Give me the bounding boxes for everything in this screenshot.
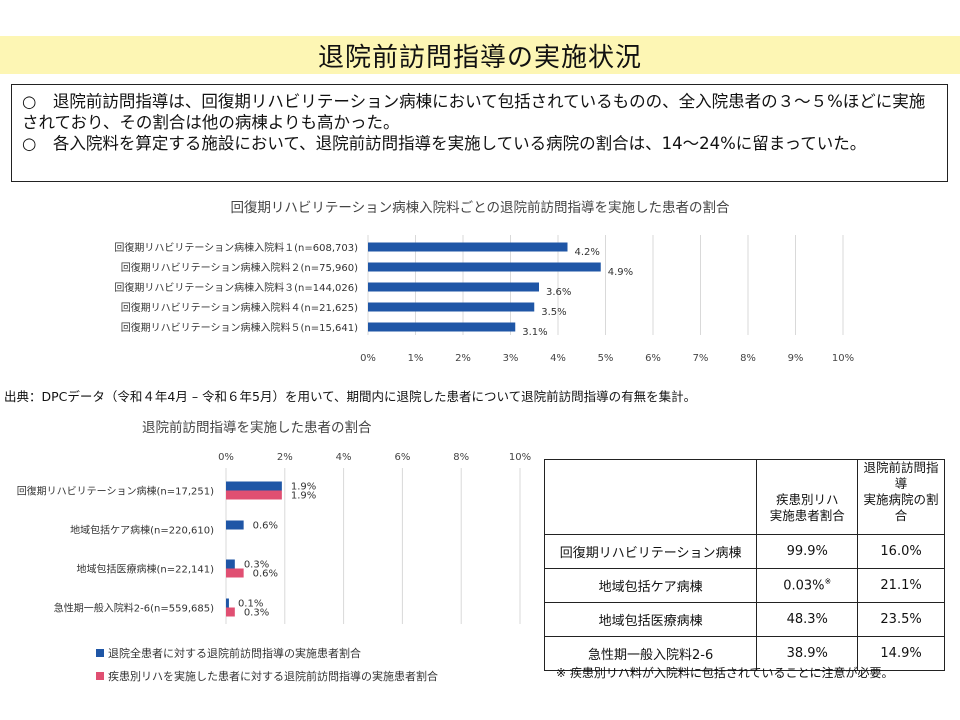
x-tick-label: 2% xyxy=(277,452,293,463)
x-tick-label: 0% xyxy=(218,452,234,463)
y-category-label: 回復期リハビリテーション病棟入院料３(n=144,026) xyxy=(114,281,358,294)
summary-box: ○ 退院前訪問指導は、回復期リハビリテーション病棟において包括されているものの、… xyxy=(11,84,948,182)
bar xyxy=(368,282,539,292)
page-title: 退院前訪問指導の実施状況 xyxy=(317,42,642,73)
table-row: 回復期リハビリテーション病棟 99.9% 16.0% xyxy=(543,534,945,569)
y-category-label: 急性期一般入院料2-6(n=559,685) xyxy=(54,602,214,615)
table-header-rehab-rate: 疾患別リハ 実施患者割合 xyxy=(756,459,859,535)
data-label: 0.6% xyxy=(253,569,278,580)
x-tick-label: 4% xyxy=(336,452,352,463)
table-cell: 48.3% xyxy=(756,602,859,637)
table-cell: 99.9% xyxy=(756,534,859,569)
title-banner: 退院前訪問指導の実施状況 xyxy=(0,36,960,74)
table-row-name: 地域包括医療病棟 xyxy=(543,602,758,637)
y-category-label: 回復期リハビリテーション病棟入院料５(n=15,641) xyxy=(121,321,358,334)
x-tick-label: 8% xyxy=(453,452,469,463)
chart2-title: 退院前訪問指導を実施した患者の割合 xyxy=(142,420,372,436)
legend-label-rehab-patients: 疾患別リハを実施した患者に対する退院前訪問指導の実施患者割合 xyxy=(108,670,438,683)
bar xyxy=(226,481,282,491)
table-row-name: 地域包括ケア病棟 xyxy=(543,568,758,603)
data-label: 0.3% xyxy=(244,608,269,619)
legend-swatch-pink xyxy=(96,672,104,680)
data-label: 0.3% xyxy=(244,560,269,571)
table-cell: 21.1% xyxy=(857,568,945,603)
chart1-title: 回復期リハビリテーション病棟入院料ごとの退院前訪問指導を実施した患者の割合 xyxy=(230,200,730,216)
bar xyxy=(226,607,235,617)
legend-swatch-blue xyxy=(96,649,104,657)
summary-table: 疾患別リハ 実施患者割合 退院前訪問指導 実施病院の割合 回復期リハビリテーション病… xyxy=(543,459,945,671)
x-tick-label: 4% xyxy=(550,353,566,364)
data-label: 1.9% xyxy=(291,482,316,493)
data-label: 3.1% xyxy=(522,327,547,338)
source-note: 出典：DPCデータ（令和４年4月 – 令和６年5月）を用いて、期間内に退院した患… xyxy=(4,389,697,404)
table-cell-value: 0.03% xyxy=(783,578,825,594)
table-note: ※ 疾患別リハ料が入院料に包括されていることに注意が必要。 xyxy=(556,666,894,680)
bar xyxy=(368,242,568,252)
y-category-label: 回復期リハビリテーション病棟(n=17,251) xyxy=(17,485,214,498)
bar xyxy=(226,490,282,500)
bar xyxy=(226,559,235,569)
x-tick-label: 8% xyxy=(740,353,756,364)
bar xyxy=(226,598,229,608)
table-row-name: 急性期一般入院料2-6 xyxy=(543,636,758,671)
chart-ward-type: 0% 2% 4% 6% 8% 10% 回復期リハビリテーション病棟(n=17,251) 1.9… xyxy=(17,452,531,624)
table-row: 地域包括医療病棟 48.3% 23.5% xyxy=(543,602,945,637)
table-row-name: 回復期リハビリテーション病棟 xyxy=(543,534,758,569)
table-row: 急性期一般入院料2-6 38.9% 14.9% xyxy=(543,636,945,671)
table-cell-mark: ※ xyxy=(824,577,832,587)
legend-item-rehab-patients: 疾患別リハを実施した患者に対する退院前訪問指導の実施患者割合 xyxy=(96,668,438,684)
data-label: 4.2% xyxy=(575,247,600,258)
x-tick-label: 6% xyxy=(645,353,661,364)
bar xyxy=(368,262,601,272)
table-cell: 23.5% xyxy=(857,602,945,637)
data-label: 4.9% xyxy=(608,267,633,278)
x-tick-label: 3% xyxy=(503,353,519,364)
bar xyxy=(226,520,244,530)
table-cell: 0.03%※ xyxy=(756,568,859,603)
x-tick-label: 0% xyxy=(360,353,376,364)
x-tick-label: 2% xyxy=(455,353,471,364)
y-category-label: 回復期リハビリテーション病棟入院料４(n=21,625) xyxy=(121,301,358,314)
data-label: 0.1% xyxy=(238,599,263,610)
table-cell: 16.0% xyxy=(857,534,945,569)
summary-line-1: ○ 退院前訪問指導は、回復期リハビリテーション病棟において包括されているものの、… xyxy=(22,92,926,132)
legend-label-all-patients: 退院全患者に対する退院前訪問指導の実施患者割合 xyxy=(108,647,361,660)
x-tick-label: 10% xyxy=(509,452,531,463)
table-header-hospital-rate: 退院前訪問指導 実施病院の割合 xyxy=(857,459,945,535)
table-header-blank xyxy=(543,459,758,535)
y-category-label: 地域包括医療病棟(n=22,141) xyxy=(76,563,214,576)
y-category-label: 回復期リハビリテーション病棟入院料２(n=75,960) xyxy=(121,261,358,274)
bar xyxy=(368,302,535,312)
y-category-label: 地域包括ケア病棟(n=220,610) xyxy=(70,524,214,537)
chart-rehab-fee: 0% 1% 2% 3% 4% 5% 6% 7% 8% 9% 10% 回復期リハビリテーション病棟入院料… xyxy=(114,235,854,364)
data-label: 3.5% xyxy=(541,307,566,318)
legend-item-all-patients: 退院全患者に対する退院前訪問指導の実施患者割合 xyxy=(96,645,361,661)
data-label: 1.9% xyxy=(291,491,316,502)
bar xyxy=(226,568,244,578)
x-tick-label: 10% xyxy=(832,353,854,364)
x-tick-label: 1% xyxy=(408,353,424,364)
x-tick-label: 5% xyxy=(598,353,614,364)
x-tick-label: 6% xyxy=(394,452,410,463)
bar xyxy=(368,322,516,332)
data-label: 0.6% xyxy=(253,521,278,532)
data-label: 3.6% xyxy=(546,287,571,298)
x-tick-label: 9% xyxy=(788,353,804,364)
y-category-label: 回復期リハビリテーション病棟入院料１(n=608,703) xyxy=(114,241,358,254)
table-cell: 14.9% xyxy=(857,636,945,671)
table-row: 地域包括ケア病棟 0.03%※ 21.1% xyxy=(543,568,945,603)
summary-line-2: ○ 各入院料を算定する施設において、退院前訪問指導を実施している病院の割合は、1… xyxy=(22,134,867,153)
x-tick-label: 7% xyxy=(693,353,709,364)
table-header-row: 疾患別リハ 実施患者割合 退院前訪問指導 実施病院の割合 xyxy=(543,459,945,535)
